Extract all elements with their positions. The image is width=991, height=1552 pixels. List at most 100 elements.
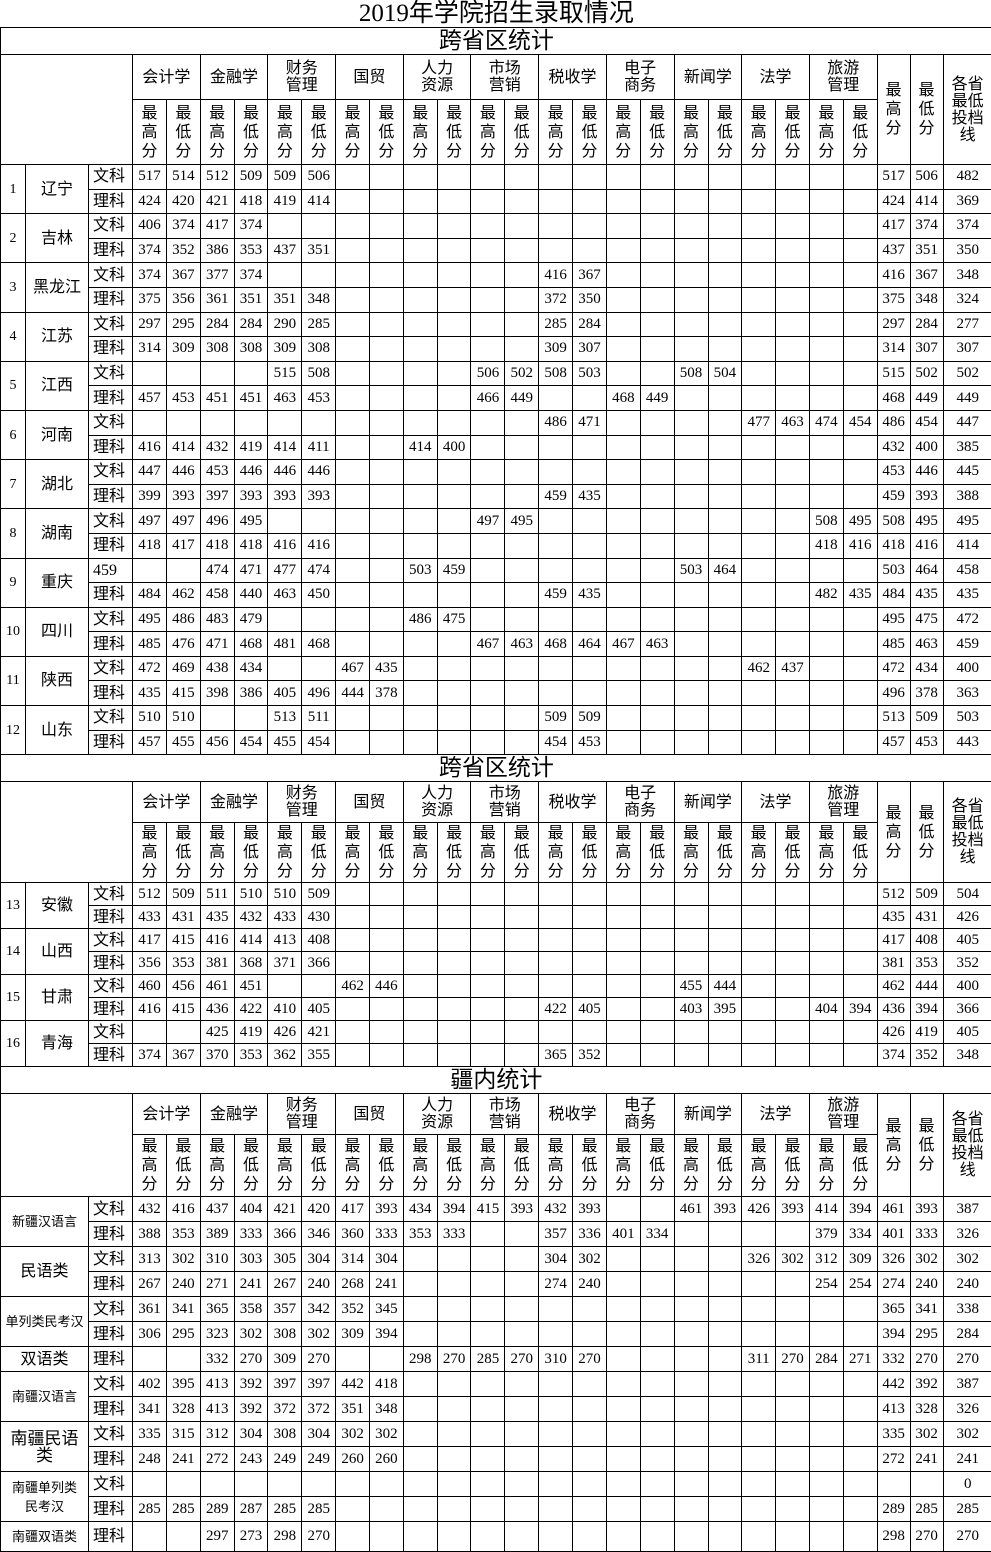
max-score-cell <box>606 337 640 362</box>
min-score-cell <box>640 533 674 558</box>
max-score-cell: 401 <box>606 1222 640 1247</box>
max-score-cell: 357 <box>539 1222 573 1247</box>
max-score-cell <box>403 361 437 386</box>
min-score-cell <box>708 681 742 706</box>
min-score-cell <box>708 730 742 755</box>
min-score-cell <box>776 361 810 386</box>
min-score-cell <box>708 656 742 681</box>
max-score-cell <box>471 312 505 337</box>
header-blank <box>1 1094 133 1197</box>
min-score-cell <box>640 1472 674 1497</box>
max-score-cell <box>674 1247 708 1272</box>
subject-type: 理科 <box>89 1222 133 1247</box>
min-score-cell: 302 <box>234 1322 268 1347</box>
min-score-cell <box>302 975 336 998</box>
min-score-cell: 421 <box>302 1021 336 1044</box>
max-score-header: 最高分 <box>200 823 234 883</box>
min-score-cell: 453 <box>302 386 336 411</box>
min-score-cell: 469 <box>167 656 201 681</box>
min-score-cell <box>640 998 674 1021</box>
max-score-cell <box>336 509 370 534</box>
page-title: 2019年学院招生录取情况 <box>1 0 991 28</box>
max-score-cell <box>809 975 843 998</box>
min-score-cell <box>843 1422 877 1447</box>
min-score-cell <box>640 165 674 190</box>
subject-type: 理科 <box>89 287 133 312</box>
row-index: 10 <box>1 607 26 656</box>
max-score-cell <box>539 214 573 239</box>
min-score-cell <box>505 1422 539 1447</box>
min-score-cell: 419 <box>234 1021 268 1044</box>
max-score-cell <box>742 883 776 906</box>
min-score-cell <box>776 1322 810 1347</box>
min-score-cell <box>302 607 336 632</box>
max-score-cell <box>809 1044 843 1067</box>
subject-type: 文科 <box>89 975 133 998</box>
max-score-cell <box>674 533 708 558</box>
max-score-cell <box>674 1222 708 1247</box>
overall-min-cell: 302 <box>910 1247 943 1272</box>
max-score-cell: 403 <box>674 998 708 1021</box>
major-header: 财务管理 <box>268 55 336 100</box>
max-score-cell: 361 <box>133 1297 167 1322</box>
max-score-cell: 418 <box>133 533 167 558</box>
min-score-cell <box>437 1497 471 1522</box>
min-score-header: 最低分 <box>505 100 539 165</box>
overall-max-cell: 401 <box>877 1222 910 1247</box>
min-score-cell: 446 <box>302 460 336 485</box>
min-score-cell <box>640 906 674 929</box>
overall-max-cell: 417 <box>877 214 910 239</box>
max-score-cell <box>539 1372 573 1397</box>
province-cutoff-cell: 400 <box>943 975 991 998</box>
max-score-cell: 351 <box>268 287 302 312</box>
max-score-cell <box>268 410 302 435</box>
min-score-cell <box>640 1297 674 1322</box>
min-score-cell: 459 <box>437 558 471 583</box>
min-score-cell <box>640 730 674 755</box>
min-score-header-label: 最低分 <box>716 1137 734 1194</box>
overall-min-cell: 367 <box>910 263 943 288</box>
min-score-header: 最低分 <box>437 823 471 883</box>
min-score-cell: 509 <box>167 883 201 906</box>
min-score-cell <box>640 337 674 362</box>
overall-max-header-label: 最高分 <box>885 81 903 138</box>
min-score-cell: 355 <box>302 1044 336 1067</box>
min-score-cell <box>843 883 877 906</box>
max-score-cell <box>471 1497 505 1522</box>
max-score-cell <box>809 386 843 411</box>
subject-type: 理科 <box>89 952 133 975</box>
overall-min-cell: 302 <box>910 1422 943 1447</box>
max-score-cell <box>674 1397 708 1422</box>
max-score-cell: 497 <box>133 509 167 534</box>
min-score-cell <box>505 656 539 681</box>
max-score-cell: 332 <box>200 1347 234 1372</box>
min-score-cell: 241 <box>167 1447 201 1472</box>
province-name: 河南 <box>26 410 89 459</box>
min-score-cell <box>776 287 810 312</box>
max-score-header: 最高分 <box>539 100 573 165</box>
min-score-cell <box>505 706 539 731</box>
min-score-cell <box>437 361 471 386</box>
major-header-label: 人力资源 <box>420 785 454 819</box>
overall-max-cell: 298 <box>877 1522 910 1552</box>
province-cutoff-cell: 459 <box>943 632 991 657</box>
max-score-cell <box>133 410 167 435</box>
min-score-cell <box>573 1497 607 1522</box>
min-score-cell <box>370 214 404 239</box>
overall-min-cell: 419 <box>910 1021 943 1044</box>
max-score-cell: 413 <box>200 1397 234 1422</box>
min-score-cell <box>776 1297 810 1322</box>
max-score-cell <box>809 1397 843 1422</box>
max-score-cell <box>742 975 776 998</box>
province-cutoff-cell: 326 <box>943 1222 991 1247</box>
max-score-cell <box>606 558 640 583</box>
province-cutoff-header: 各省最低投档线 <box>943 782 991 883</box>
min-score-header: 最低分 <box>776 823 810 883</box>
min-score-header: 最低分 <box>234 100 268 165</box>
overall-max-cell: 418 <box>877 533 910 558</box>
max-score-cell: 377 <box>200 263 234 288</box>
min-score-cell: 419 <box>234 435 268 460</box>
max-score-header: 最高分 <box>674 823 708 883</box>
min-score-cell <box>640 607 674 632</box>
